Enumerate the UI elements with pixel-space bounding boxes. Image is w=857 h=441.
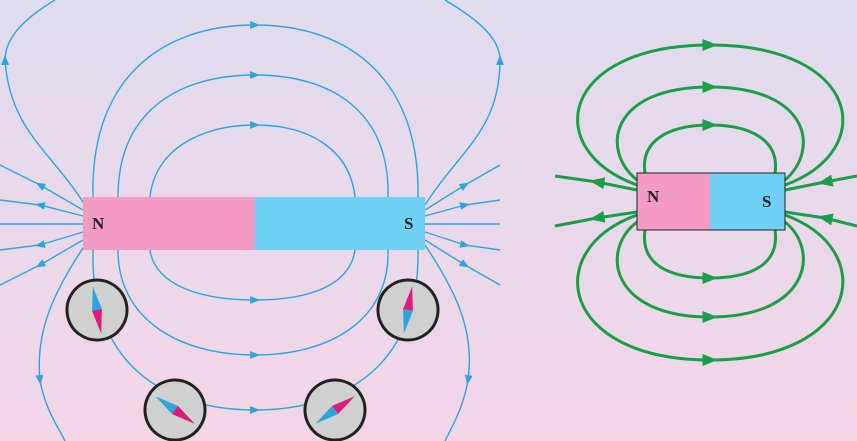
south-label: S <box>762 192 771 211</box>
magnet-north-half <box>637 173 710 230</box>
north-label: N <box>647 187 660 206</box>
compass <box>376 278 440 342</box>
magnet-south-half <box>710 173 785 230</box>
magnet-outline <box>636 172 786 231</box>
north-label: N <box>92 214 105 233</box>
magnet-south-half <box>255 197 425 250</box>
compass <box>143 378 207 441</box>
compass <box>303 378 367 441</box>
right-field-lines <box>554 39 857 366</box>
left-field-lines <box>0 0 504 441</box>
south-label: S <box>404 214 413 233</box>
compass <box>65 278 129 342</box>
magnet-north-half <box>83 197 255 250</box>
